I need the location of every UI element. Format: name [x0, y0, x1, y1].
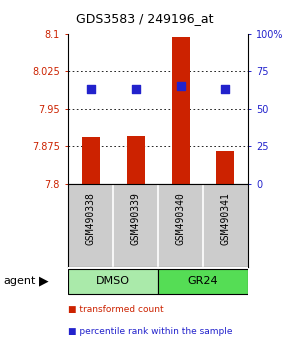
Bar — [126, 136, 145, 184]
Text: ■ transformed count: ■ transformed count — [68, 305, 164, 314]
Bar — [216, 152, 234, 184]
Bar — [82, 137, 100, 184]
Text: GSM490341: GSM490341 — [220, 193, 231, 245]
Point — [88, 86, 93, 92]
Text: ■ percentile rank within the sample: ■ percentile rank within the sample — [68, 327, 233, 336]
Text: DMSO: DMSO — [96, 276, 130, 286]
Point — [178, 84, 183, 89]
Text: GR24: GR24 — [188, 276, 218, 286]
Point — [223, 86, 228, 92]
Bar — [158, 269, 248, 294]
Text: GSM490340: GSM490340 — [175, 193, 186, 245]
Text: ▶: ▶ — [39, 274, 49, 287]
Bar — [68, 269, 158, 294]
Text: GDS3583 / 249196_at: GDS3583 / 249196_at — [76, 12, 214, 25]
Point — [133, 86, 138, 92]
Text: GSM490339: GSM490339 — [130, 193, 141, 245]
Text: agent: agent — [3, 276, 35, 286]
Bar — [172, 37, 190, 184]
Text: GSM490338: GSM490338 — [86, 193, 96, 245]
